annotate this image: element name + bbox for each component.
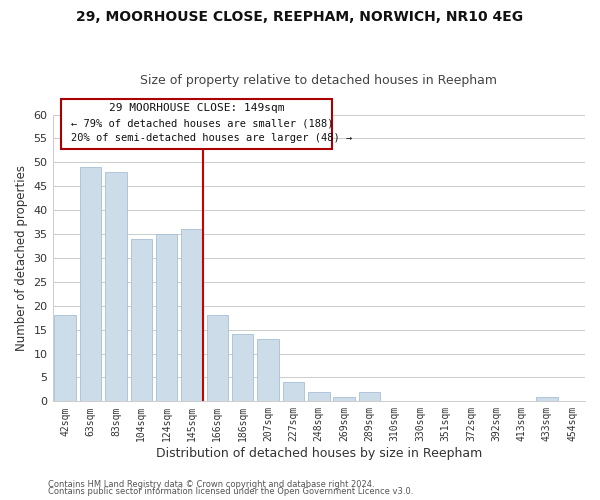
Bar xyxy=(334,396,355,402)
Bar xyxy=(131,239,152,402)
Text: Contains public sector information licensed under the Open Government Licence v3: Contains public sector information licen… xyxy=(48,487,413,496)
Bar xyxy=(206,316,228,402)
Text: ← 79% of detached houses are smaller (188): ← 79% of detached houses are smaller (18… xyxy=(71,119,334,129)
FancyBboxPatch shape xyxy=(61,99,332,149)
Text: 20% of semi-detached houses are larger (48) →: 20% of semi-detached houses are larger (… xyxy=(71,133,352,143)
Bar xyxy=(283,382,304,402)
X-axis label: Distribution of detached houses by size in Reepham: Distribution of detached houses by size … xyxy=(155,447,482,460)
Bar xyxy=(257,339,279,402)
Bar xyxy=(232,334,253,402)
Bar xyxy=(156,234,178,402)
Text: 29, MOORHOUSE CLOSE, REEPHAM, NORWICH, NR10 4EG: 29, MOORHOUSE CLOSE, REEPHAM, NORWICH, N… xyxy=(76,10,524,24)
Bar xyxy=(181,230,203,402)
Bar xyxy=(308,392,329,402)
Text: Contains HM Land Registry data © Crown copyright and database right 2024.: Contains HM Land Registry data © Crown c… xyxy=(48,480,374,489)
Y-axis label: Number of detached properties: Number of detached properties xyxy=(15,165,28,351)
Bar xyxy=(80,167,101,402)
Bar xyxy=(536,396,558,402)
Title: Size of property relative to detached houses in Reepham: Size of property relative to detached ho… xyxy=(140,74,497,87)
Text: 29 MOORHOUSE CLOSE: 149sqm: 29 MOORHOUSE CLOSE: 149sqm xyxy=(109,103,284,113)
Bar xyxy=(55,316,76,402)
Bar xyxy=(359,392,380,402)
Bar xyxy=(105,172,127,402)
